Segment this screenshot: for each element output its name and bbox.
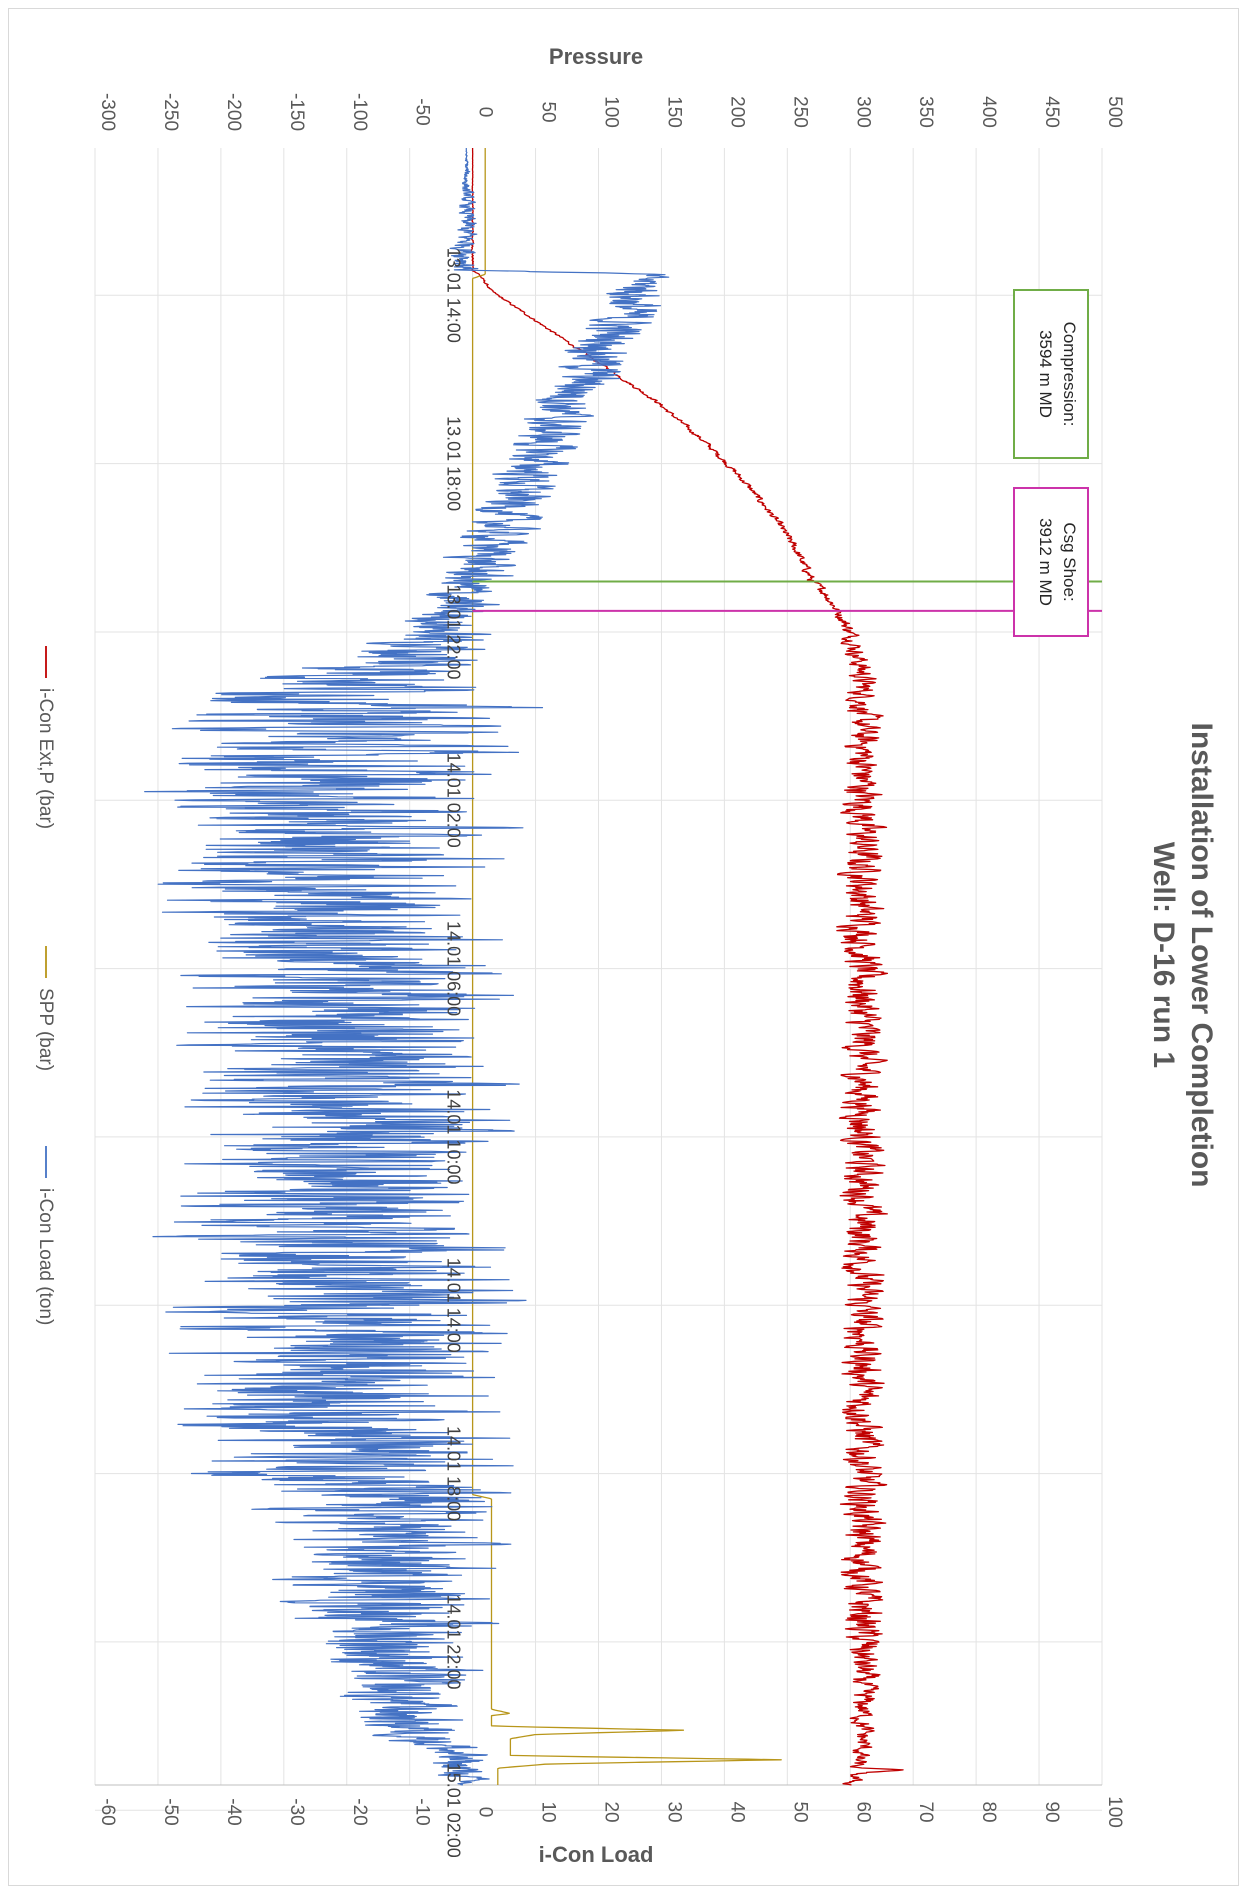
load-tick-label: 40 [726, 1801, 747, 1822]
pressure-tick-label: -250 [160, 93, 181, 131]
annotation-text: 3912 m MD [1036, 518, 1055, 606]
load-tick-label: 70 [915, 1801, 936, 1822]
series-layer [144, 147, 904, 1786]
time-label: 13.01 18:00 [443, 416, 463, 511]
time-label: 14.01 22:00 [443, 1594, 463, 1689]
annotation-text: 3594 m MD [1036, 330, 1055, 418]
time-label: 14.01 18:00 [443, 1426, 463, 1521]
load-tick-label: 90 [1041, 1801, 1062, 1822]
chart-subtitle: Well: D-16 run 1 [1147, 842, 1180, 1068]
legend-label: i-Con Ext,P (bar) [35, 688, 56, 829]
annotation-text: Compression: [1060, 322, 1079, 427]
series-line-1 [471, 147, 782, 1786]
time-label: 14.01 06:00 [443, 921, 463, 1016]
pressure-tick-label: 350 [915, 96, 936, 128]
pressure-tick-label: 100 [601, 96, 622, 128]
annotations: Compression: 3594 m MD Csg Shoe: 3912 m MD [472, 289, 1102, 637]
pressure-tick-label: -200 [223, 93, 244, 131]
legend-item: i-Con Load (ton) [35, 1146, 56, 1325]
tick-labels: -300-60-250-50-200-40-150-30-100-20-50-1… [97, 93, 1125, 1828]
pressure-tick-label: -100 [349, 93, 370, 131]
pressure-tick-label: 300 [852, 96, 873, 128]
legend-label: i-Con Load (ton) [35, 1188, 56, 1325]
load-tick-label: -10 [412, 1798, 433, 1825]
load-tick-label: 20 [601, 1801, 622, 1822]
legend-item: SPP (bar) [35, 946, 56, 1071]
pressure-tick-label: 500 [1104, 96, 1125, 128]
pressure-tick-label: 200 [726, 96, 747, 128]
load-tick-label: 30 [663, 1801, 684, 1822]
load-tick-label: -30 [286, 1798, 307, 1825]
series-line-2 [144, 147, 670, 1786]
load-tick-label: 80 [978, 1801, 999, 1822]
load-tick-label: 100 [1104, 1796, 1125, 1828]
annotation-box-0 [1013, 289, 1089, 459]
legend: i-Con Ext,P (bar) SPP (bar) i-Con Load (to… [35, 646, 56, 1325]
pressure-tick-label: 150 [663, 96, 684, 128]
annotation-text: Csg Shoe: [1060, 522, 1079, 601]
time-label: 14.01 10:00 [443, 1089, 463, 1184]
time-labels: 13.01 14:00 13.01 18:00 13.01 22:00 14.01 0… [443, 248, 463, 1858]
pressure-tick-label: 50 [538, 101, 559, 122]
pressure-tick-label: -150 [286, 93, 307, 131]
load-tick-label: 0 [475, 1807, 496, 1818]
pressure-tick-label: -50 [412, 98, 433, 125]
series-line-0 [470, 147, 904, 1786]
load-tick-label: -20 [349, 1798, 370, 1825]
load-axis-title: i-Con Load [539, 1842, 654, 1867]
legend-item: i-Con Ext,P (bar) [35, 646, 56, 829]
time-label: 15.01 02:00 [443, 1763, 463, 1858]
load-tick-label: -60 [97, 1798, 118, 1825]
chart-frame [8, 8, 1239, 1886]
pressure-axis-title: Pressure [549, 44, 643, 69]
load-tick-label: 50 [789, 1801, 810, 1822]
time-label: 14.01 02:00 [443, 753, 463, 848]
pressure-tick-label: 450 [1041, 96, 1062, 128]
pressure-tick-label: -300 [97, 93, 118, 131]
load-tick-label: 10 [538, 1801, 559, 1822]
time-label: 14.01 14:00 [443, 1258, 463, 1353]
load-tick-label: -50 [160, 1798, 181, 1825]
pressure-tick-label: 250 [789, 96, 810, 128]
grid [94, 148, 1103, 1811]
legend-label: SPP (bar) [35, 988, 56, 1071]
chart-title: Installation of Lower Completion [1185, 723, 1218, 1188]
pressure-tick-label: 0 [475, 107, 496, 118]
annotation-box-1 [1013, 487, 1089, 637]
time-label: 13.01 14:00 [443, 248, 463, 343]
load-tick-label: 60 [852, 1801, 873, 1822]
time-label: 13.01 22:00 [443, 584, 463, 679]
pressure-tick-label: 400 [978, 96, 999, 128]
load-tick-label: -40 [223, 1798, 244, 1825]
